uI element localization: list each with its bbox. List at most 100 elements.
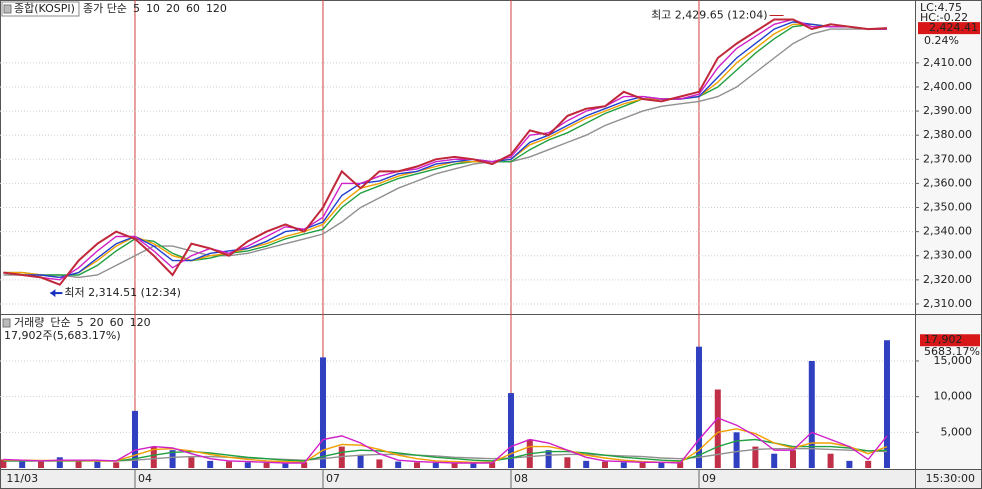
volume-ma-line <box>3 438 888 462</box>
volume-bar <box>639 462 646 468</box>
volume-bar <box>169 450 176 468</box>
y-tick-label: 2,330.00 <box>923 249 972 262</box>
legend-entry: 20 <box>90 316 104 329</box>
volume-bar <box>808 360 815 468</box>
change-label: 0.24% <box>924 34 959 47</box>
volume-bar <box>37 461 44 468</box>
volume-bar <box>75 460 82 468</box>
last-label: 17,902 <box>924 333 963 346</box>
ma-line <box>3 18 887 281</box>
volume-bar <box>507 393 514 468</box>
last-label: 2,424.41 <box>929 21 978 34</box>
volume-ma-line <box>3 417 888 464</box>
time-label: 15:30:00 <box>926 472 975 485</box>
volume-bar <box>883 340 890 468</box>
volume-bar <box>395 461 402 468</box>
legend-icon <box>2 318 11 328</box>
volume-bar <box>131 410 138 468</box>
legend-subtitle: 단순 <box>50 316 70 329</box>
legend-entry: 5 <box>77 316 84 329</box>
volume-bar <box>432 463 439 468</box>
volume-bar <box>56 457 63 468</box>
volume-bar <box>319 357 326 468</box>
volume-bar <box>827 453 834 468</box>
volume-bar <box>150 446 157 468</box>
volume-bar <box>658 463 665 468</box>
y-tick-label: 2,310.00 <box>923 297 972 310</box>
legend-entry: 10 <box>146 2 160 15</box>
volume-bar <box>677 461 684 468</box>
legend-title: 거래량 <box>14 316 44 329</box>
volume-bar <box>94 461 101 468</box>
volume-bar <box>0 459 7 468</box>
volume-bar <box>19 460 26 468</box>
volume-bar <box>714 389 721 468</box>
ma-line <box>3 23 887 276</box>
volume-bar <box>733 432 740 468</box>
x-tick-label: 04 <box>138 472 152 485</box>
volume-bar <box>620 462 627 468</box>
volume-bar <box>244 462 251 468</box>
volume-bar <box>113 462 120 468</box>
ma-line <box>3 23 887 279</box>
legend-icon <box>3 4 12 14</box>
volume-bar <box>489 462 496 468</box>
volume-bar <box>846 460 853 468</box>
volume-bar <box>470 463 477 468</box>
volume-bar <box>263 463 270 468</box>
lc-label: LC:4.75 <box>920 1 962 14</box>
volume-bar <box>207 460 214 468</box>
y-tick-label: 2,370.00 <box>923 152 972 165</box>
volume-bar <box>695 346 702 468</box>
volume-bar <box>771 453 778 468</box>
y-tick-label: 2,380.00 <box>923 128 972 141</box>
legend-entry: 120 <box>206 2 227 15</box>
volume-ma-line <box>3 428 888 464</box>
ma-line <box>3 21 887 279</box>
legend-entry: 120 <box>130 316 151 329</box>
legend-subtitle: 종가 단순 <box>83 2 127 15</box>
legend-box <box>1 1 80 17</box>
legend-title: 종합(KOSPI) <box>14 2 75 15</box>
volume-bar <box>451 463 458 468</box>
volume-bar <box>413 462 420 468</box>
ratio-label: 5683.17% <box>924 345 980 358</box>
y-tick-label: 2,360.00 <box>923 176 972 189</box>
volume-bar <box>282 463 289 468</box>
volume-bar <box>601 461 608 468</box>
x-tick-label: 08 <box>514 472 528 485</box>
volume-ma-line <box>3 448 888 462</box>
volume-bar <box>752 446 759 468</box>
right-axis-bg <box>915 0 982 469</box>
volume-bar <box>865 460 872 468</box>
legend-entry: 20 <box>166 2 180 15</box>
y-tick-label: 2,410.00 <box>923 56 972 69</box>
legend-entry: 60 <box>186 2 200 15</box>
y-tick-label: 2,400.00 <box>923 80 972 93</box>
volume-bar <box>225 461 232 468</box>
y-tick-label: 10,000 <box>934 390 973 403</box>
legend-entry: 5 <box>133 2 140 15</box>
y-tick-label: 5,000 <box>941 425 973 438</box>
last-box <box>918 22 980 35</box>
x-tick-label: 09 <box>702 472 716 485</box>
last-box <box>920 334 980 347</box>
volume-summary: 17,902주(5,683.17%) <box>4 329 121 342</box>
low-label: 최저 2,314.51 (12:34) <box>64 286 181 299</box>
y-tick-label: 2,340.00 <box>923 225 972 238</box>
y-tick-label: 2,320.00 <box>923 273 972 286</box>
volume-bar <box>545 450 552 468</box>
high-label: 최고 2,429.65 (12:04) <box>651 8 768 21</box>
hc-label: HC:-0.22 <box>920 11 968 24</box>
x-tick-label: 07 <box>326 472 340 485</box>
volume-bar <box>357 455 364 468</box>
volume-bar <box>188 457 195 468</box>
low-arrow-head <box>50 289 56 298</box>
x-tick-label: 11/03 <box>6 472 38 485</box>
legend-entry: 60 <box>110 316 124 329</box>
y-tick-label: 2,390.00 <box>923 104 972 117</box>
volume-bar <box>301 462 308 468</box>
volume-bar <box>376 459 383 468</box>
